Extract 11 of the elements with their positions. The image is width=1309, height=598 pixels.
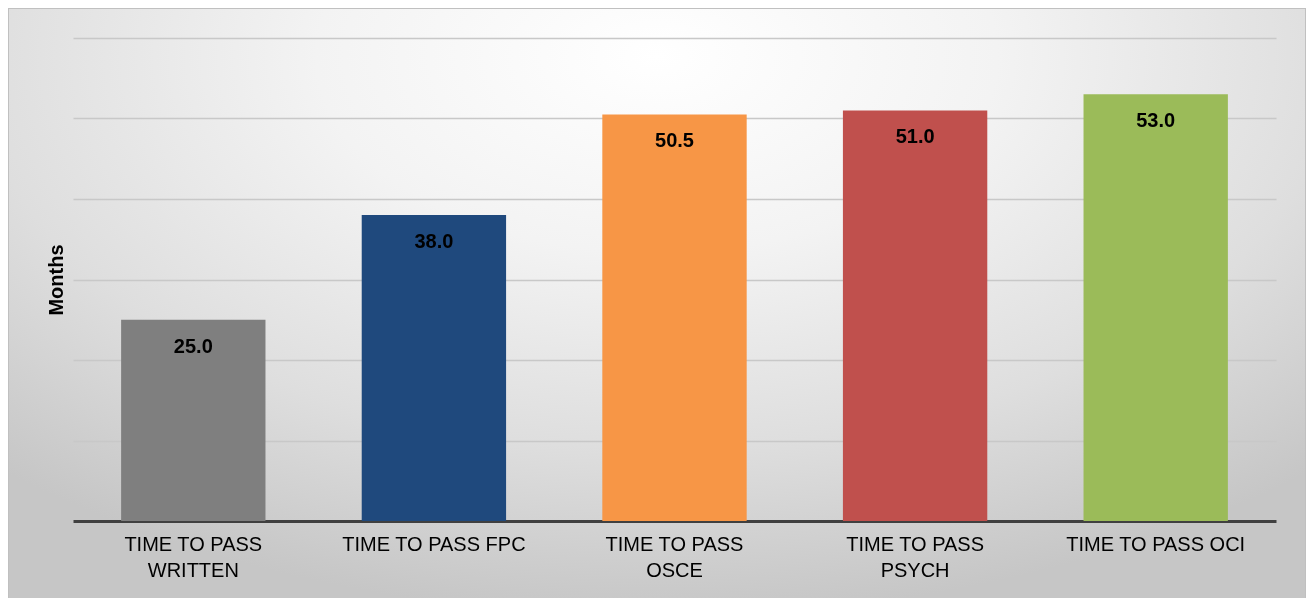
- x-tick-label: TIME TO PASS WRITTEN: [124, 532, 263, 581]
- data-label: 38.0: [414, 230, 454, 253]
- data-label: 53.0: [1136, 109, 1176, 132]
- data-label: 25.0: [173, 334, 213, 357]
- x-tick-label: TIME TO PASS FPC: [342, 532, 526, 555]
- x-tick-label: TIME TO PASS PSYCH: [846, 532, 985, 581]
- x-tick-label: TIME TO PASS OSCE: [605, 532, 744, 581]
- data-label: 51.0: [895, 125, 935, 148]
- x-tick-label: TIME TO PASS OCI: [1066, 532, 1246, 555]
- data-label: 50.5: [655, 129, 694, 152]
- y-axis-title: Months: [44, 244, 67, 316]
